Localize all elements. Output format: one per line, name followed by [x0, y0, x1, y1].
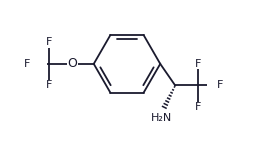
Text: F: F — [24, 59, 30, 69]
Text: F: F — [46, 37, 52, 47]
Text: O: O — [67, 57, 77, 70]
Text: F: F — [46, 80, 52, 90]
Text: H₂N: H₂N — [151, 113, 172, 123]
Text: F: F — [195, 59, 202, 69]
Text: F: F — [217, 80, 223, 90]
Text: F: F — [195, 102, 202, 112]
